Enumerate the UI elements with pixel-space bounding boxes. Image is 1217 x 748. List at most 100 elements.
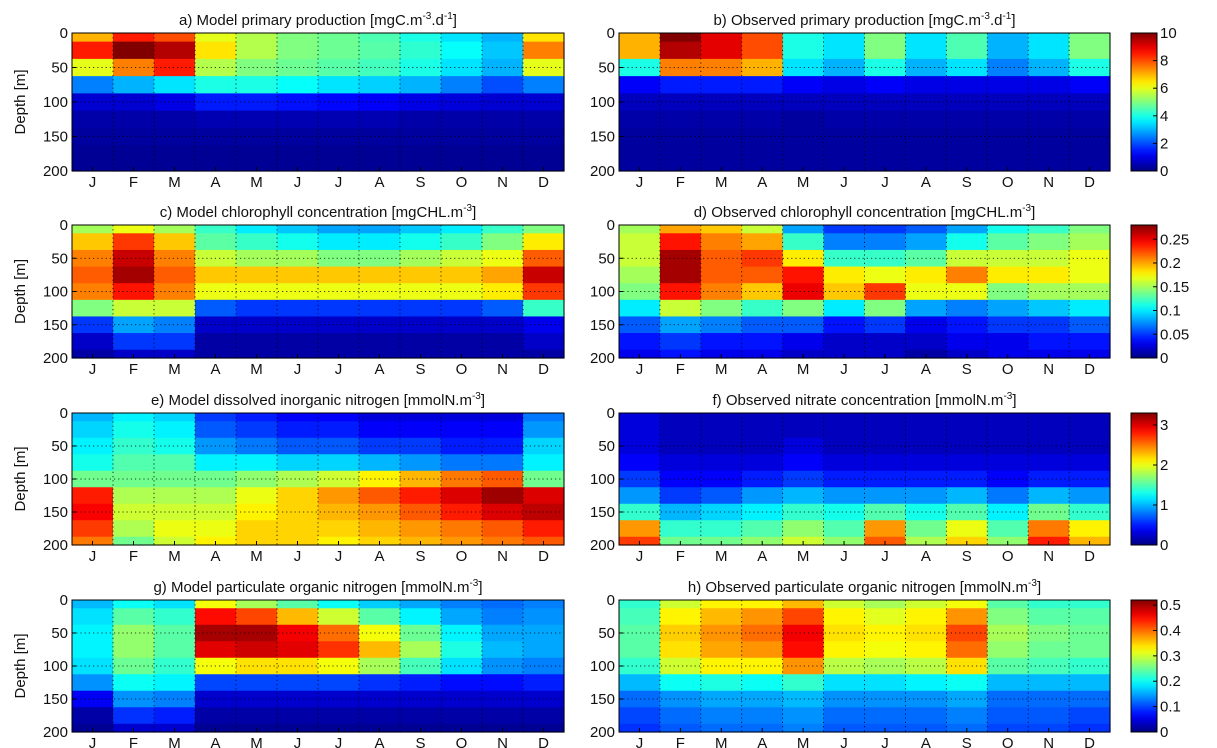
heatmap-cell xyxy=(905,233,947,251)
heatmap-cell xyxy=(113,421,155,439)
heatmap-cell xyxy=(700,520,743,538)
heatmap-cell xyxy=(659,233,702,251)
panel-d: d) Observed chlorophyll concentration [m… xyxy=(590,203,1111,378)
heatmap-cell xyxy=(523,283,565,301)
heatmap-cell xyxy=(823,487,866,505)
heatmap-cell xyxy=(987,41,1029,60)
heatmap-cell xyxy=(318,421,360,439)
heatmap-cell xyxy=(659,600,702,609)
heatmap-cell xyxy=(113,233,155,251)
x-tick-label: M xyxy=(168,735,181,748)
heatmap-cell xyxy=(659,33,702,43)
x-tick-label: M xyxy=(250,174,263,191)
heatmap-cell xyxy=(318,641,360,659)
x-tick-label: N xyxy=(1043,361,1054,378)
panel-title-h: h) Observed particulate organic nitrogen… xyxy=(688,578,1041,596)
heatmap-cell xyxy=(195,145,237,163)
heatmap-cell xyxy=(72,520,114,538)
heatmap-cell xyxy=(700,316,743,334)
heatmap-cell xyxy=(318,76,360,94)
heatmap-cell xyxy=(359,707,401,725)
heatmap-cell xyxy=(823,225,866,234)
heatmap-cell xyxy=(400,225,442,234)
heatmap-cell xyxy=(318,657,360,675)
heatmap-cell xyxy=(72,33,114,43)
heatmap-cell xyxy=(154,333,196,351)
heatmap-cell xyxy=(987,674,1029,692)
heatmap-cell xyxy=(987,76,1029,94)
heatmap-cell xyxy=(987,33,1029,43)
heatmap-cell xyxy=(523,316,565,334)
colorbar-tick-label: 0.3 xyxy=(1160,648,1181,665)
heatmap-cell xyxy=(482,266,524,284)
x-tick-label: S xyxy=(962,174,972,191)
heatmap-cell xyxy=(782,454,825,472)
y-tick-label: 50 xyxy=(598,60,615,77)
heatmap-cell xyxy=(359,110,401,129)
heatmap-cell xyxy=(741,233,784,251)
heatmap-cell xyxy=(277,110,319,129)
heatmap-cell xyxy=(154,470,196,488)
x-tick-label: D xyxy=(538,548,549,565)
heatmap-cell xyxy=(700,437,743,455)
y-tick-label: 150 xyxy=(43,317,68,334)
heatmap-cell xyxy=(154,707,196,725)
heatmap-cell xyxy=(1069,454,1111,472)
heatmap-cell xyxy=(400,41,442,60)
y-tick-label: 50 xyxy=(51,250,68,267)
heatmap-cell xyxy=(987,520,1029,538)
heatmap-cell xyxy=(946,162,988,172)
heatmap-cell xyxy=(1069,641,1111,659)
heatmap-cell xyxy=(113,333,155,351)
heatmap-cell xyxy=(864,624,907,642)
heatmap-cell xyxy=(946,690,988,708)
heatmap-cell xyxy=(1069,674,1111,692)
heatmap-cell xyxy=(864,266,907,284)
heatmap-cell xyxy=(946,624,988,642)
heatmap-cell xyxy=(946,249,988,268)
panel-title-part: ] xyxy=(453,12,457,29)
heatmap-cell xyxy=(987,299,1029,318)
heatmap-cell xyxy=(72,600,114,609)
heatmap-cell xyxy=(277,641,319,659)
heatmap-cell xyxy=(946,333,988,351)
heatmap-cell xyxy=(864,225,907,234)
heatmap-cell xyxy=(782,641,825,659)
heatmap-cell xyxy=(659,249,702,268)
colorbar-f: 0 1 2 3 xyxy=(1130,412,1168,554)
heatmap-cell xyxy=(482,454,524,472)
heatmap-cell xyxy=(782,608,825,626)
heatmap-cell xyxy=(236,454,278,472)
heatmap-cell xyxy=(619,413,661,422)
y-tick-label: 200 xyxy=(43,724,68,741)
x-tick-label: A xyxy=(921,735,931,748)
heatmap-cell xyxy=(782,470,825,488)
heatmap-cell xyxy=(72,249,114,268)
heatmap-cell xyxy=(659,225,702,234)
heatmap-cell xyxy=(823,437,866,455)
heatmap-cell xyxy=(482,487,524,505)
heatmap-cell xyxy=(1069,487,1111,505)
heatmap-cell xyxy=(523,33,565,43)
heatmap-cell xyxy=(659,470,702,488)
heatmap-cell xyxy=(72,162,114,172)
heatmap-cell xyxy=(277,299,319,318)
heatmap-cell xyxy=(400,600,442,609)
heatmap-cell xyxy=(154,437,196,455)
heatmap-cell xyxy=(113,145,155,163)
colorbar-tick-label: 0.1 xyxy=(1160,699,1181,716)
x-tick-label: J xyxy=(881,548,889,565)
x-tick-label: M xyxy=(797,174,810,191)
y-tick-label: 0 xyxy=(607,217,615,234)
heatmap-cell xyxy=(318,316,360,334)
panel-b: b) Observed primary production [mgC.m-3.… xyxy=(590,11,1111,191)
heatmap-cell xyxy=(113,624,155,642)
heatmap-cell xyxy=(946,316,988,334)
heatmap-cell xyxy=(946,600,988,609)
colorbar-tick-label: 0.15 xyxy=(1160,279,1189,296)
heatmap-cell xyxy=(823,162,866,172)
heatmap-cell xyxy=(359,487,401,505)
heatmap-cell xyxy=(441,520,483,538)
heatmap-cell xyxy=(987,600,1029,609)
x-tick-label: M xyxy=(715,361,728,378)
